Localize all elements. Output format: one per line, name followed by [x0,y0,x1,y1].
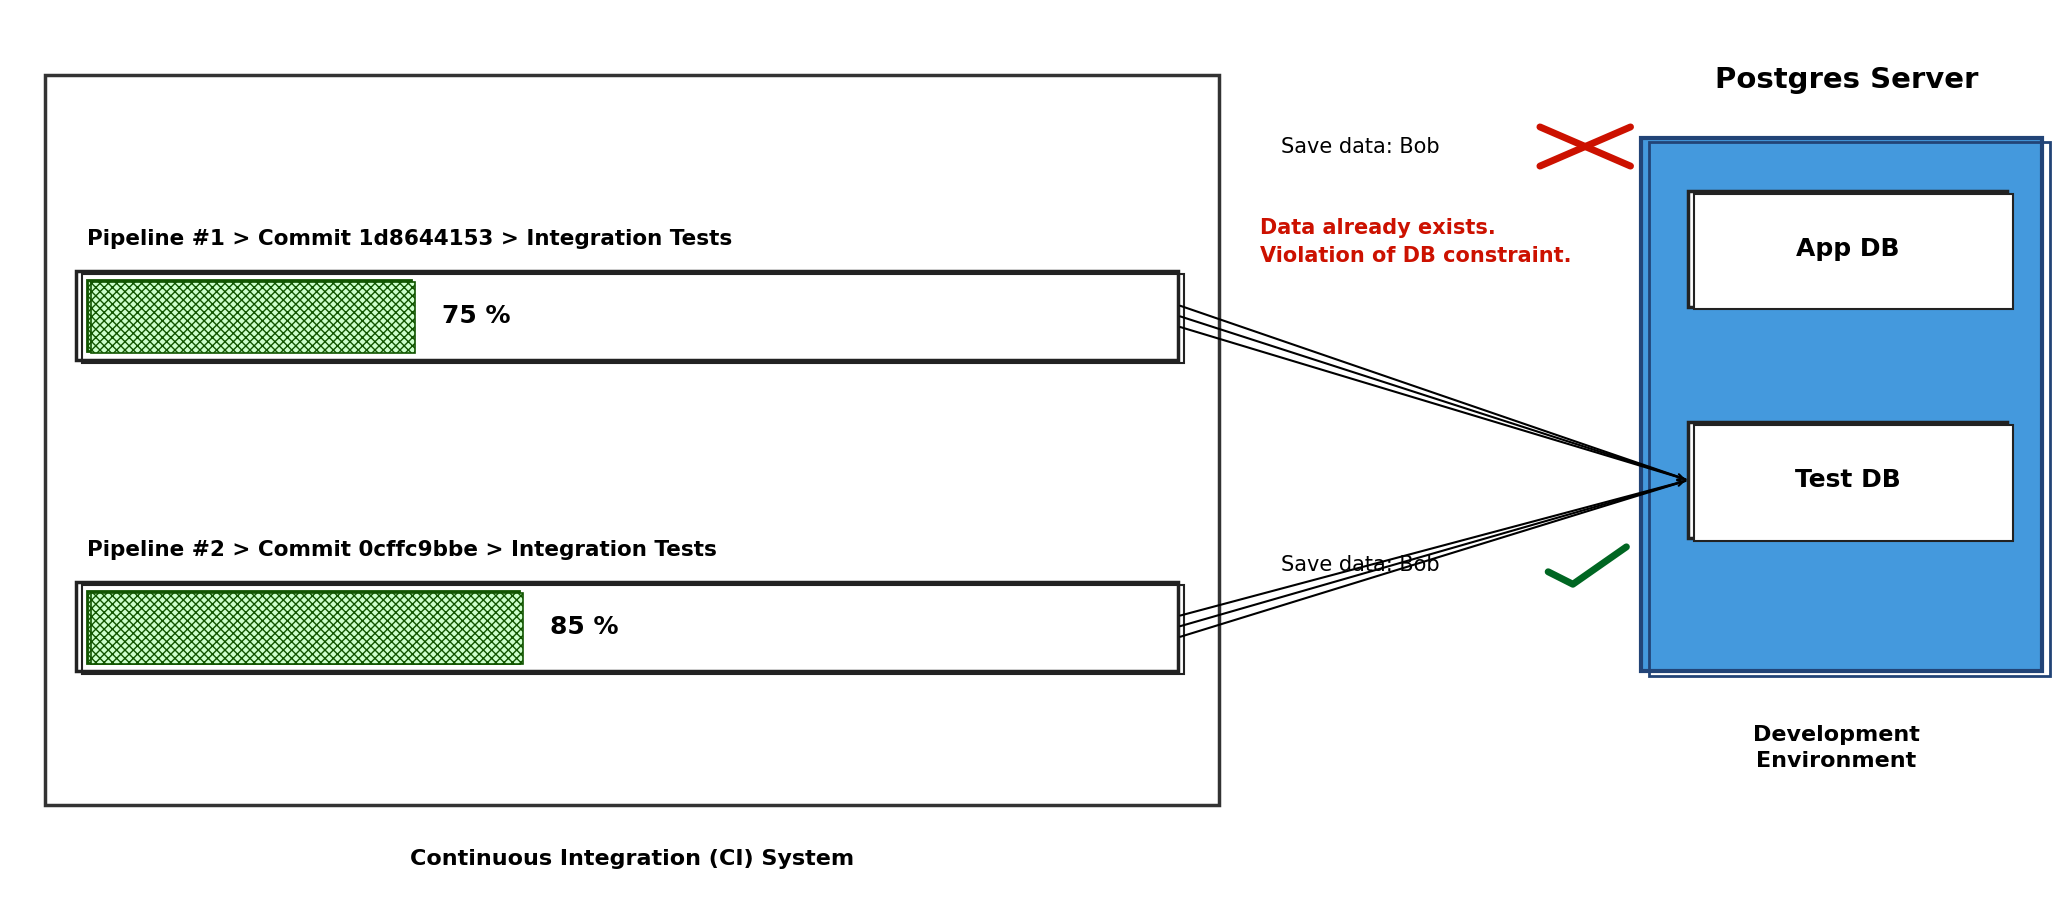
Text: Save data: Bob: Save data: Bob [1282,555,1453,575]
Bar [87,592,519,663]
FancyBboxPatch shape [1695,425,2013,541]
Text: Postgres Server: Postgres Server [1716,66,1978,93]
Text: Pipeline #2 > Commit 0cffc9bbe > Integration Tests: Pipeline #2 > Commit 0cffc9bbe > Integra… [87,541,717,560]
Text: Test DB: Test DB [1794,468,1900,492]
FancyBboxPatch shape [1695,194,2013,309]
Text: Data already exists.
Violation of DB constraint.: Data already exists. Violation of DB con… [1261,217,1571,266]
Bar [91,593,523,665]
Text: Development
Environment: Development Environment [1753,725,1920,771]
Text: App DB: App DB [1796,237,1900,260]
Text: Save data: Bob: Save data: Bob [1282,136,1453,156]
Bar [87,280,411,351]
Bar [76,271,1178,360]
Text: Pipeline #1 > Commit 1d8644153 > Integration Tests: Pipeline #1 > Commit 1d8644153 > Integra… [87,229,732,249]
FancyBboxPatch shape [1689,191,2007,306]
Bar [76,583,1178,672]
FancyBboxPatch shape [1641,137,2042,672]
Bar [91,282,415,353]
Text: 75 %: 75 % [442,304,511,328]
Text: Continuous Integration (CI) System: Continuous Integration (CI) System [409,850,854,869]
FancyBboxPatch shape [1689,422,2007,538]
FancyBboxPatch shape [45,75,1220,805]
Text: 85 %: 85 % [550,615,618,639]
